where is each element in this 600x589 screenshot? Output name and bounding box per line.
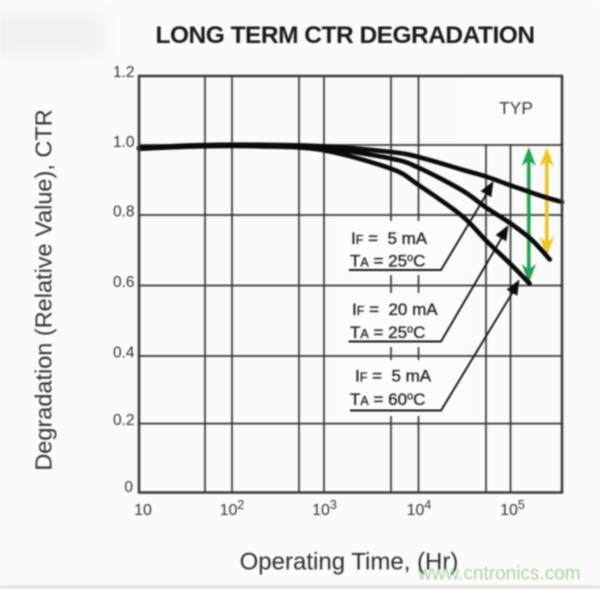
svg-text:1.2: 1.2 — [113, 64, 135, 81]
svg-text:0: 0 — [124, 479, 133, 496]
svg-text:Degradation (Relative Value),: Degradation (Relative Value), CTR — [31, 109, 57, 470]
svg-text:TA = 25oC: TA = 25oC — [350, 323, 425, 342]
svg-text:0.6: 0.6 — [113, 274, 135, 291]
svg-text:0.2: 0.2 — [113, 412, 135, 429]
svg-text:TA = 25oC: TA = 25oC — [350, 252, 425, 271]
svg-text:TYP: TYP — [499, 98, 533, 118]
svg-text:TA = 60oC: TA = 60oC — [350, 390, 425, 409]
svg-text:www.cntronics.com: www.cntronics.com — [417, 564, 581, 585]
svg-text:0.8: 0.8 — [113, 204, 135, 221]
svg-text:IF = 20 mA: IF = 20 mA — [352, 300, 438, 319]
svg-text:0.4: 0.4 — [113, 345, 135, 362]
svg-text:10: 10 — [134, 502, 152, 519]
svg-text:LONG TERM CTR DEGRADATION: LONG TERM CTR DEGRADATION — [155, 22, 534, 49]
svg-text:1.0: 1.0 — [113, 134, 135, 151]
svg-text:IF = 5 mA: IF = 5 mA — [355, 367, 432, 386]
svg-text:IF = 5 mA: IF = 5 mA — [351, 229, 428, 248]
svg-text:Operating Time, (Hr): Operating Time, (Hr) — [240, 549, 459, 576]
